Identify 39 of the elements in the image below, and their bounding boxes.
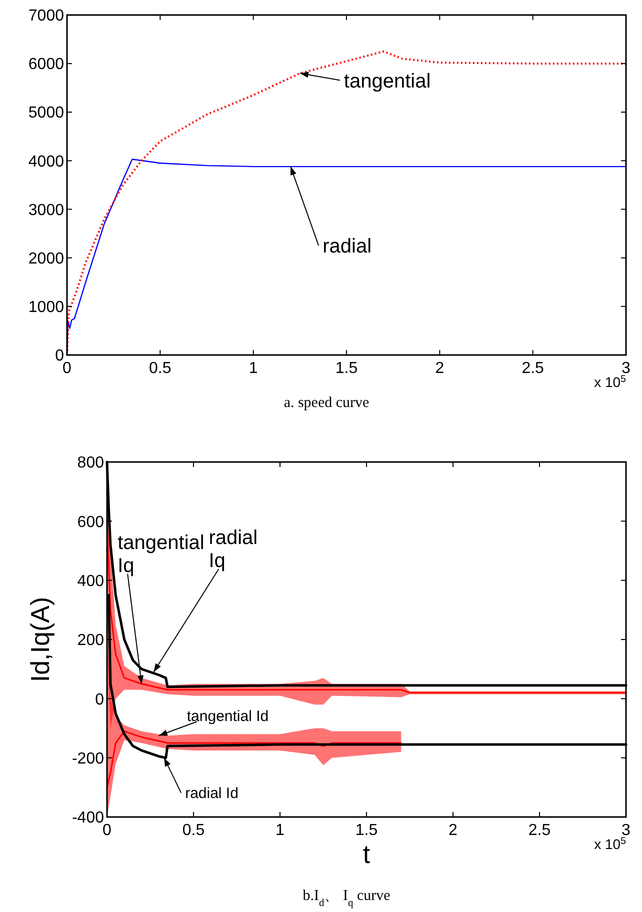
x-tick-label: 2 xyxy=(448,822,458,839)
x-tick-label: 2 xyxy=(435,360,444,377)
annotation: radial xyxy=(322,236,372,258)
x-tick-label: 0.5 xyxy=(182,822,205,839)
y-tick-label: 400 xyxy=(77,572,104,590)
x-tick-label: 2.5 xyxy=(528,822,551,839)
y-tick-label: 1000 xyxy=(28,299,64,316)
text: x 10$^{5}$ xyxy=(594,836,627,852)
annotation: tangential Iq xyxy=(118,532,204,577)
y-tick-label: 7000 xyxy=(28,8,64,25)
annotation: tangential Id xyxy=(186,708,269,726)
annotation: radial Id xyxy=(185,785,238,802)
y-tick-label: 5000 xyxy=(28,104,64,122)
text: b.I$_{d}$、 I$_{q}$ curve xyxy=(302,888,391,908)
x-tick-label: 1 xyxy=(248,360,258,377)
y-tick-label: 800 xyxy=(77,454,104,472)
y-tick-label: -200 xyxy=(72,750,104,768)
x-axis-title: t xyxy=(362,839,371,869)
y-tick-label: 3000 xyxy=(28,202,64,219)
y-tick-label: -400 xyxy=(72,810,104,827)
y-tick-label: 2000 xyxy=(28,250,64,268)
x-tick-label: 2.5 xyxy=(522,360,544,377)
x-tick-label: 1 xyxy=(276,822,285,839)
y-tick-label: 4000 xyxy=(28,153,64,170)
y-tick-label: 0 xyxy=(95,691,104,708)
annotation: tangential xyxy=(344,70,431,92)
x-tick-label: 0.5 xyxy=(149,360,172,377)
y-tick-label: 0 xyxy=(55,348,64,365)
x-tick-label: 1.5 xyxy=(355,822,378,839)
y-tick-label: 200 xyxy=(77,632,104,650)
y-tick-label: 6000 xyxy=(28,56,64,74)
x-tick-label: 1.5 xyxy=(335,360,358,377)
text: a. speed curve xyxy=(284,395,370,411)
y-tick-label: 600 xyxy=(77,514,104,531)
annotation: radial Iq xyxy=(208,527,258,572)
text: x 10$^{5}$ xyxy=(594,374,627,390)
y-axis-title: Id,Iq(A) xyxy=(25,596,55,682)
line-series xyxy=(66,50,627,356)
line-series xyxy=(106,730,402,788)
